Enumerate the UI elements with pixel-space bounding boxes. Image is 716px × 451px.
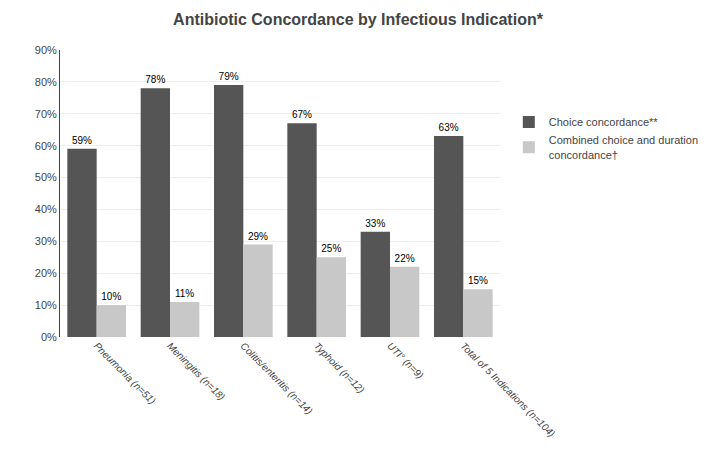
svg-text:UTI° (n=9): UTI° (n=9) (385, 340, 426, 381)
svg-text:60%: 60% (35, 140, 57, 152)
svg-text:10%: 10% (35, 299, 57, 311)
svg-text:50%: 50% (35, 171, 57, 183)
svg-text:Pneumonia (n=51): Pneumonia (n=51) (92, 340, 158, 406)
svg-text:80%: 80% (35, 76, 57, 88)
svg-text:33%: 33% (365, 218, 385, 229)
svg-text:59%: 59% (72, 135, 92, 146)
svg-text:78%: 78% (145, 74, 165, 85)
svg-text:67%: 67% (292, 109, 312, 120)
svg-text:29%: 29% (248, 231, 268, 242)
svg-text:Combined choice and durationco: Combined choice and durationconcordance† (549, 134, 698, 160)
svg-text:Total of 5 Indications (n=104): Total of 5 Indications (n=104) (458, 340, 557, 439)
svg-text:90%: 90% (35, 44, 57, 56)
svg-text:25%: 25% (321, 243, 341, 254)
svg-text:20%: 20% (35, 267, 57, 279)
svg-text:Meningitis (n=18): Meningitis (n=18) (165, 340, 227, 402)
svg-text:22%: 22% (395, 253, 415, 264)
svg-text:15%: 15% (468, 275, 488, 286)
svg-text:30%: 30% (35, 235, 57, 247)
svg-text:63%: 63% (439, 122, 459, 133)
svg-text:10%: 10% (101, 291, 121, 302)
svg-text:79%: 79% (219, 71, 239, 82)
svg-text:Antibiotic Concordance by Infe: Antibiotic Concordance by Infectious Ind… (173, 11, 544, 28)
svg-text:Choice concordance**: Choice concordance** (549, 116, 659, 128)
svg-text:40%: 40% (35, 203, 57, 215)
svg-text:70%: 70% (35, 108, 57, 120)
svg-text:Typhoid (n=12): Typhoid (n=12) (312, 340, 367, 395)
svg-text:0%: 0% (41, 331, 57, 343)
svg-text:Colitis/enteritis (n=14): Colitis/enteritis (n=14) (238, 340, 314, 416)
svg-text:11%: 11% (175, 288, 194, 299)
